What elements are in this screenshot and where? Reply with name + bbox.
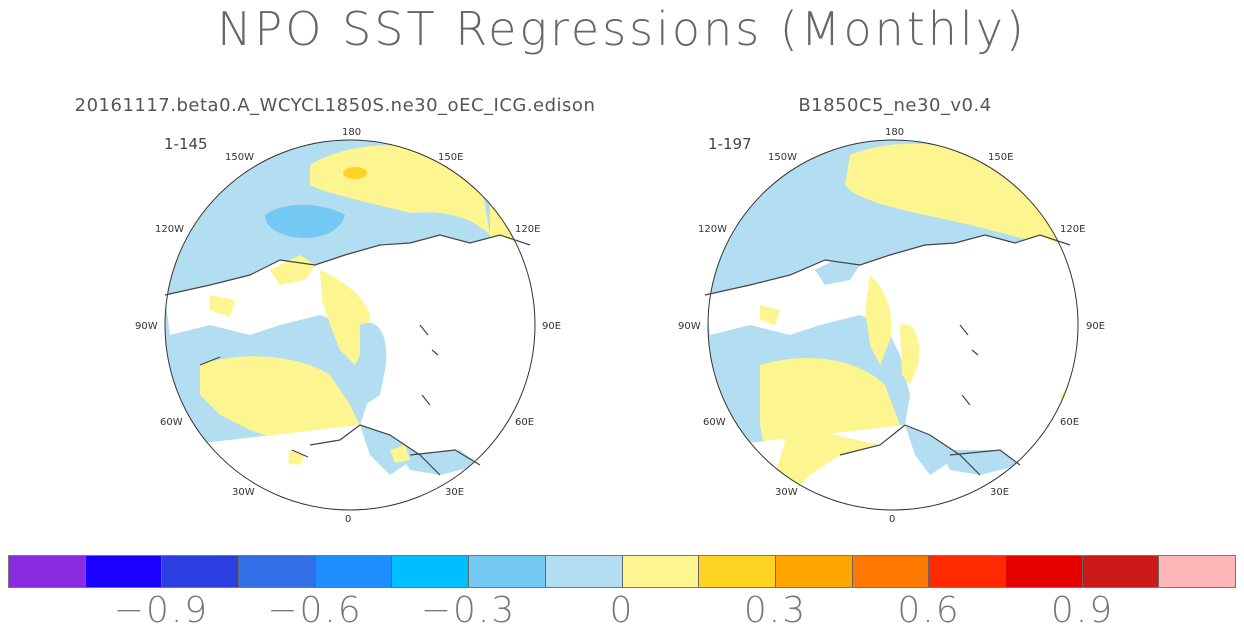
lon-label-180: 180 [342,127,361,138]
range-label-right: 1-197 [708,135,752,153]
polar-map-left: 180 150E 120E 90E 60E 30E 0 30W 60W 90W … [135,127,561,525]
lon-label-180: 180 [885,127,904,138]
colorbar-swatch [239,556,316,587]
map-panel-left: 20161117.beta0.A_WCYCL1850S.ne30_oEC_ICG… [60,95,620,525]
lon-label-0: 0 [889,514,895,525]
colorbar-swatch [775,556,853,587]
colorbar-tick-label: 0.9 [1050,590,1115,631]
panel-title-left: 20161117.beta0.A_WCYCL1850S.ne30_oEC_ICG… [74,95,596,116]
colorbar-tick-label: 0.6 [897,590,961,631]
colorbar-swatch [699,556,776,587]
lon-label-150w: 150W [225,152,254,163]
chart-title: NPO SST Regressions (Monthly) [217,2,1027,56]
colorbar-labels: −0.9 −0.6 −0.3 0 0.3 0.6 0.9 [8,590,1236,631]
colorbar-tick-label: −0.3 [420,590,517,631]
lon-label-150e: 150E [438,152,463,163]
lon-label-30e: 30E [445,487,464,498]
lon-label-90e: 90E [1086,321,1105,332]
colorbar-tick-label: 0 [609,590,635,631]
colorbar-swatch [85,556,163,587]
lon-label-120w: 120W [155,224,184,235]
lon-label-60e: 60E [1060,417,1079,428]
lon-label-90w: 90W [678,321,701,332]
lon-label-150w: 150W [768,152,797,163]
colorbar-swatch [392,556,470,587]
lon-label-120e: 120E [515,224,540,235]
range-label-left: 1-145 [164,135,208,153]
colorbar-swatch [1082,556,1160,587]
lon-label-30w: 30W [232,487,255,498]
lon-label-120e: 120E [1060,224,1085,235]
lon-label-60w: 60W [703,417,726,428]
colorbar-swatch [622,556,700,587]
lon-label-120w: 120W [698,224,727,235]
colorbar-swatch [852,556,930,587]
lon-label-30w: 30W [775,487,798,498]
colorbar-swatch [929,556,1006,587]
colorbar-swatch [469,556,546,587]
panel-title-right: B1850C5_ne30_v0.4 [798,95,992,116]
colorbar-tick-label: −0.6 [267,590,363,631]
colorbar-tick-label: −0.9 [113,590,210,631]
colorbar-swatch [315,556,393,587]
colorbar-swatch [545,556,623,587]
colorbar-swatch [1005,556,1083,587]
lon-label-90w: 90W [135,321,158,332]
lon-label-60w: 60W [160,417,183,428]
colorbar-swatch [162,556,240,587]
colorbar-swatch [9,556,86,587]
colorbar-swatch [1159,556,1235,587]
colorbar-tick-label: 0.3 [743,590,808,631]
lon-label-150e: 150E [988,152,1013,163]
lon-label-90e: 90E [542,321,561,332]
map-panel-right: B1850C5_ne30_v0.4 1-197 180 150E [610,95,1170,525]
lon-label-30e: 30E [990,487,1009,498]
colorbar [8,555,1236,588]
polar-map-right: 180 150E 120E 90E 60E 30E 0 30W 60W 90W … [678,127,1105,525]
lon-label-0: 0 [345,514,351,525]
lon-label-60e: 60E [515,417,534,428]
